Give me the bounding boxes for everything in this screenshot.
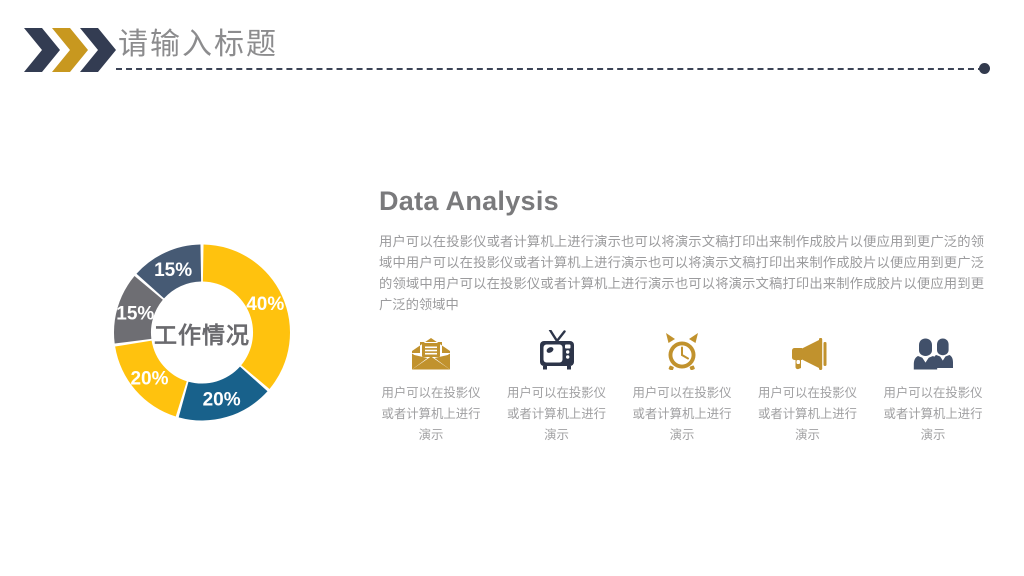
feature-caption: 用户可以在投影仪或者计算机上进行演示 <box>883 386 983 442</box>
alarm-clock-icon <box>664 330 700 370</box>
donut-slice[interactable] <box>114 276 163 344</box>
header-dashed-rule <box>116 68 984 70</box>
donut-slice-label: 40% <box>246 294 284 315</box>
donut-slice-label: 15% <box>116 303 154 324</box>
chevron-decoration <box>24 28 116 72</box>
envelope-icon <box>412 330 450 370</box>
feature-item-alarm-clock[interactable]: 用户可以在投影仪或者计算机上进行演示 <box>623 330 741 446</box>
people-icon <box>913 330 953 370</box>
feature-caption: 用户可以在投影仪或者计算机上进行演示 <box>506 386 607 442</box>
page-title: 请输入标题 <box>118 28 278 61</box>
feature-item-envelope[interactable]: 用户可以在投影仪或者计算机上进行演示 <box>372 330 490 446</box>
feature-caption: 用户可以在投影仪或者计算机上进行演示 <box>381 386 481 442</box>
donut-chart-svg: 40% 20% 20% 15% 15% <box>114 244 290 421</box>
content-body-text: 用户可以在投影仪或者计算机上进行演示也可以将演示文稿打印出来制作成胶片以便应用到… <box>379 234 984 312</box>
donut-slice[interactable] <box>178 366 268 421</box>
donut-slice[interactable] <box>202 244 290 389</box>
television-icon <box>539 330 575 370</box>
feature-item-television[interactable]: 用户可以在投影仪或者计算机上进行演示 <box>498 330 616 446</box>
content-block: Data Analysis 用户可以在投影仪或者计算机上进行演示也可以将演示文稿… <box>379 186 987 315</box>
chevron-3-icon <box>80 28 116 72</box>
header-rule-end-dot <box>979 63 990 74</box>
donut-slice-label: 20% <box>130 369 168 390</box>
feature-icon-row: 用户可以在投影仪或者计算机上进行演示 用户可以在投影仪或者计算机上进行演示 <box>372 330 992 446</box>
chevron-group-svg <box>24 28 116 72</box>
megaphone-icon <box>789 330 827 370</box>
chevron-2-icon <box>52 28 88 72</box>
donut-slice-labels: 40% 20% 20% 15% 15% <box>116 260 284 411</box>
chevron-1-icon <box>24 28 60 72</box>
slide-header: 请输入标题 <box>0 0 1024 100</box>
donut-slice-label: 20% <box>203 390 241 411</box>
feature-item-megaphone[interactable]: 用户可以在投影仪或者计算机上进行演示 <box>749 330 867 446</box>
donut-slice[interactable] <box>136 244 202 299</box>
feature-caption: 用户可以在投影仪或者计算机上进行演示 <box>632 386 732 442</box>
work-status-donut-chart: 40% 20% 20% 15% 15% 工作情况 <box>62 195 342 470</box>
donut-slice-label: 15% <box>154 260 192 281</box>
donut-slice[interactable] <box>115 340 187 417</box>
content-heading: Data Analysis <box>379 186 559 216</box>
feature-caption: 用户可以在投影仪或者计算机上进行演示 <box>757 386 858 442</box>
feature-item-people[interactable]: 用户可以在投影仪或者计算机上进行演示 <box>874 330 992 446</box>
donut-slices <box>114 244 290 421</box>
